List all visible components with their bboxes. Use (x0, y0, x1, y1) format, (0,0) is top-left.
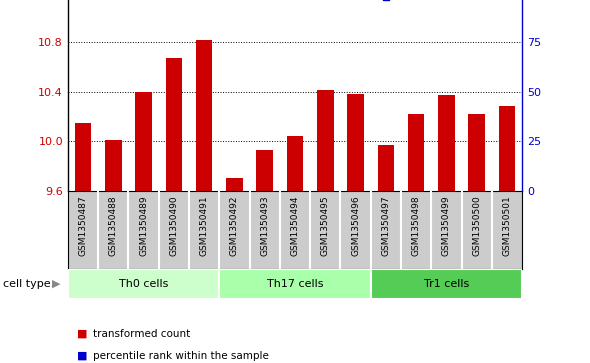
Bar (226, 178, 242, 191)
Bar (378, 145, 394, 191)
Bar (166, 58, 182, 191)
Text: GSM1350487: GSM1350487 (78, 195, 87, 256)
Bar (348, 94, 364, 191)
Bar (219, 269, 371, 299)
Text: GSM1350500: GSM1350500 (472, 195, 481, 256)
Text: Tr1 cells: Tr1 cells (424, 279, 469, 289)
Text: GSM1350497: GSM1350497 (381, 195, 391, 256)
Bar (75, 123, 91, 191)
Text: ▶: ▶ (53, 279, 61, 289)
Bar (105, 140, 122, 191)
Text: GSM1350488: GSM1350488 (109, 195, 118, 256)
Bar (135, 91, 152, 191)
Text: transformed count: transformed count (93, 329, 191, 339)
Bar (196, 40, 212, 191)
Text: ■: ■ (77, 351, 87, 361)
Bar (287, 136, 303, 191)
Text: GSM1350496: GSM1350496 (351, 195, 360, 256)
Text: GSM1350494: GSM1350494 (290, 195, 300, 256)
Text: cell type: cell type (3, 279, 51, 289)
Bar (468, 114, 485, 191)
Bar (68, 269, 219, 299)
Text: GSM1350498: GSM1350498 (412, 195, 421, 256)
Text: GSM1350491: GSM1350491 (199, 195, 209, 256)
Bar (438, 95, 455, 191)
Text: GSM1350499: GSM1350499 (442, 195, 451, 256)
Text: percentile rank within the sample: percentile rank within the sample (93, 351, 269, 361)
Bar (499, 106, 515, 191)
Text: Th0 cells: Th0 cells (119, 279, 168, 289)
Text: GSM1350495: GSM1350495 (321, 195, 330, 256)
Text: GSM1350490: GSM1350490 (169, 195, 178, 256)
Text: GSM1350489: GSM1350489 (139, 195, 148, 256)
Text: GSM1350493: GSM1350493 (260, 195, 269, 256)
Bar (408, 114, 424, 191)
Bar (371, 269, 522, 299)
Text: ■: ■ (77, 329, 87, 339)
Bar (317, 90, 333, 191)
Bar (257, 150, 273, 191)
Text: GSM1350492: GSM1350492 (230, 195, 239, 256)
Text: Th17 cells: Th17 cells (267, 279, 323, 289)
Text: GSM1350501: GSM1350501 (503, 195, 512, 256)
